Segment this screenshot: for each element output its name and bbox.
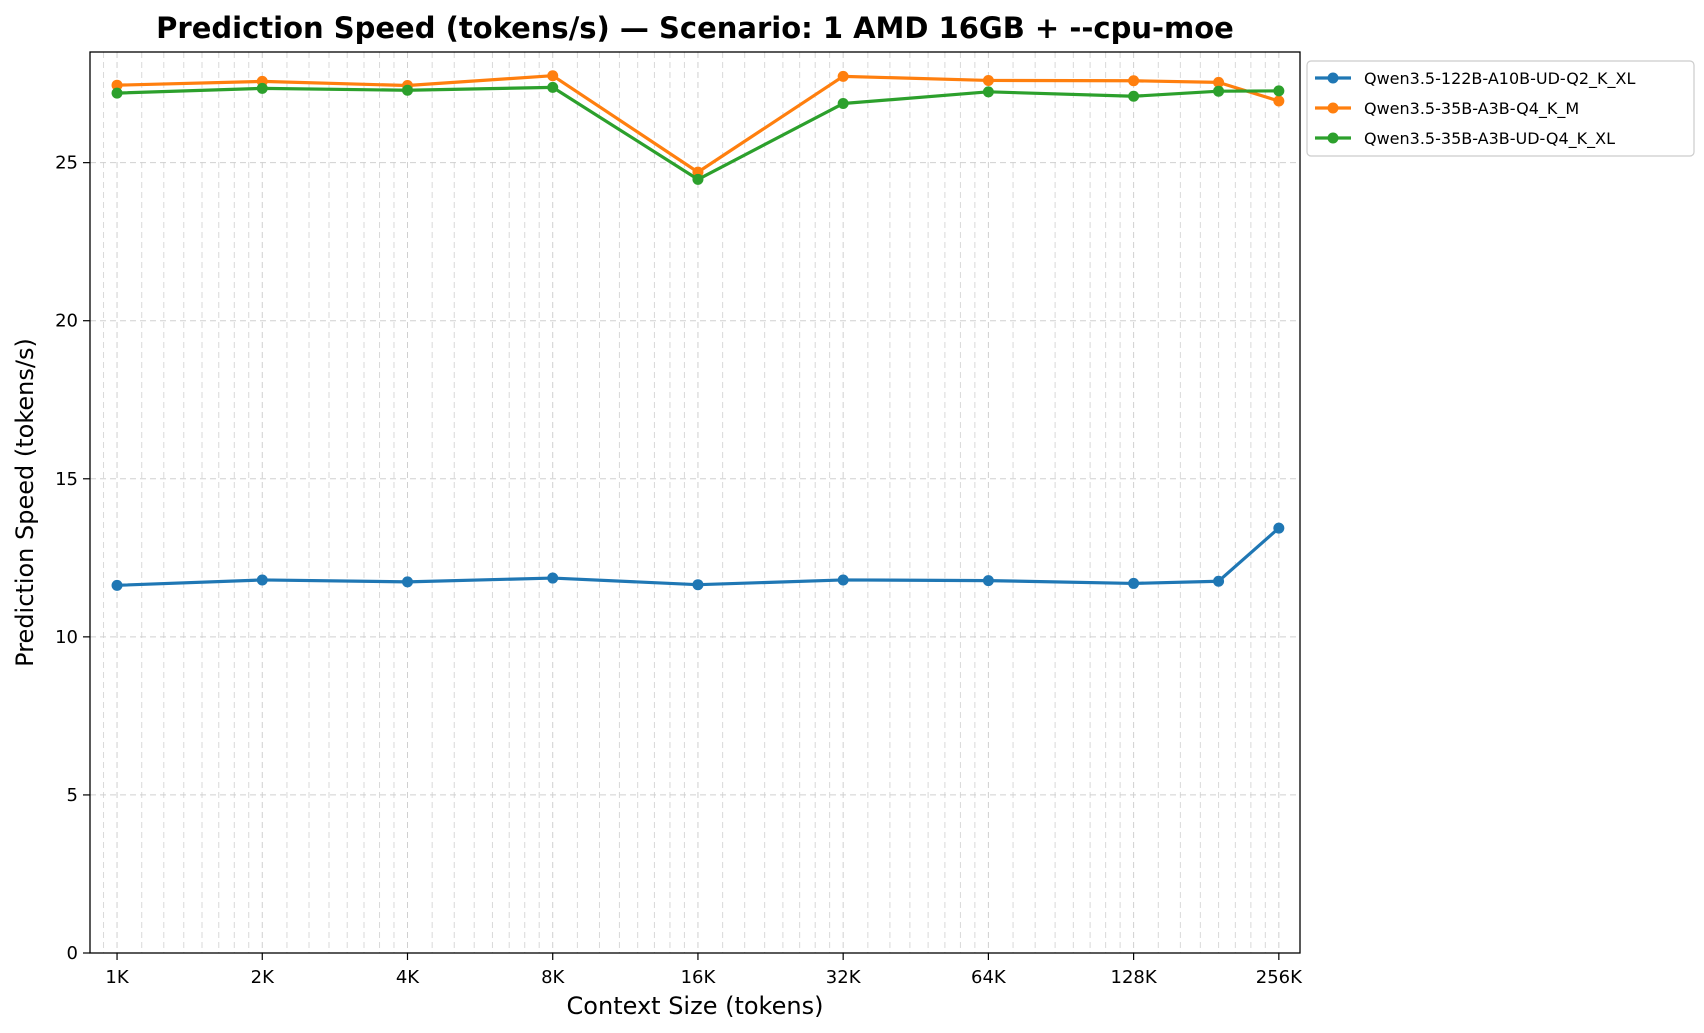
data-point [1273,522,1285,534]
data-point [1128,577,1140,589]
y-tick-label: 0 [67,943,78,964]
legend: Qwen3.5-122B-A10B-UD-Q2_K_XL Qwen3.5-35B-… [1306,60,1695,157]
x-tick-label: 128K [1111,967,1158,988]
data-point [1213,575,1225,587]
y-tick-label: 5 [67,785,78,806]
legend-item-label: Qwen3.5-35B-A3B-UD-Q4_K_XL [1364,129,1615,149]
x-tick-label: 32K [826,967,862,988]
data-point [1213,76,1225,88]
y-axis-label: Prediction Speed (tokens/s) [11,338,39,667]
series-lines [111,70,1285,591]
data-point [111,579,123,591]
data-point [547,70,559,82]
x-tick-label: 64K [971,967,1007,988]
y-tick-label: 15 [55,469,78,490]
y-tick-label: 25 [55,153,78,174]
data-point [256,574,268,586]
data-point [692,173,704,185]
x-axis-label: Context Size (tokens) [567,992,824,1020]
x-tick-label: 2K [251,967,275,988]
data-point [982,74,994,86]
data-point [256,82,268,94]
x-tick-label: 16K [681,967,717,988]
legend-item-label: Qwen3.5-122B-A10B-UD-Q2_K_XL [1364,69,1635,89]
series-3 [111,81,1285,185]
data-point [837,98,849,110]
legend-item-label: Qwen3.5-35B-A3B-Q4_K_M [1364,99,1579,119]
data-point [982,575,994,587]
data-point [982,86,994,98]
data-point [111,87,123,99]
data-point [837,70,849,82]
data-point [1128,75,1140,87]
data-point [401,576,413,588]
x-tick-label: 1K [105,967,129,988]
x-tick-label: 8K [541,967,565,988]
data-point [837,574,849,586]
series-line [116,526,1280,587]
plot-frame [89,51,1301,954]
data-point [547,81,559,93]
grid-lines [90,52,1300,954]
data-point [547,572,559,584]
series-line [116,85,1279,181]
series-1 [111,522,1285,591]
chart-title: Prediction Speed (tokens/s) — Scenario: … [156,11,1234,45]
x-tick-label: 4K [396,967,420,988]
legend-box [1306,60,1695,157]
series-line [116,74,1280,174]
y-tick-label: 20 [55,311,78,332]
x-tick-label: 256K [1256,967,1303,988]
data-point [1273,85,1285,97]
legend-swatch-marker [1327,132,1339,144]
data-point [1213,85,1225,97]
legend-swatch-marker [1327,72,1339,84]
data-point [111,79,123,91]
data-point [1273,95,1285,107]
legend-swatch-marker [1327,102,1339,114]
data-point [401,84,413,96]
y-tick-label: 10 [55,627,78,648]
y-axis: 0 5 10 15 20 25 [55,153,90,964]
data-point [692,579,704,591]
data-point [1128,90,1140,102]
x-axis: 1K 2K 4K 8K 16K 32K 64K 128K 256K [105,953,1303,988]
